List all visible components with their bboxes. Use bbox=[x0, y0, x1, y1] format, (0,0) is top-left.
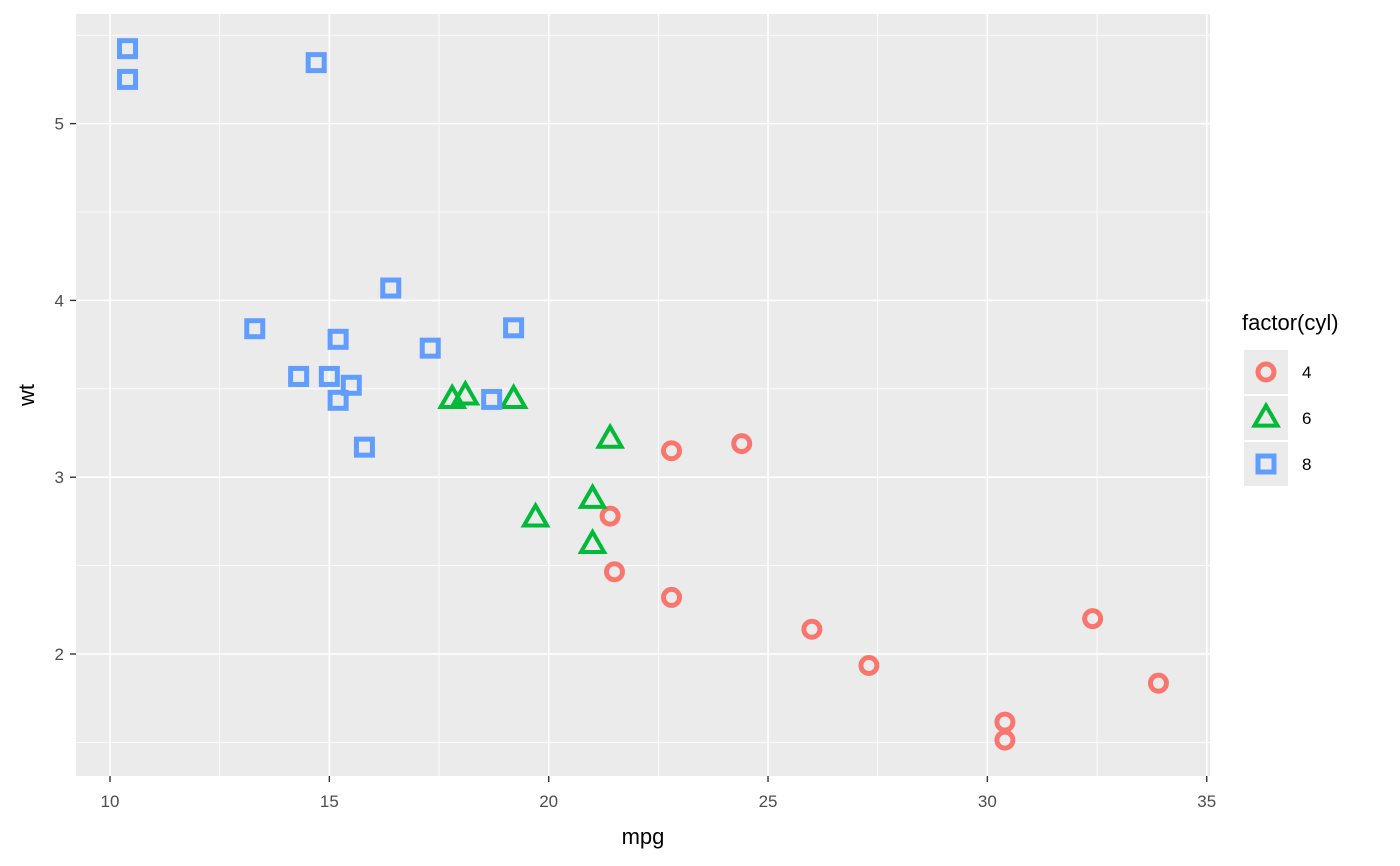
x-tick-label: 35 bbox=[1197, 792, 1216, 811]
data-point-square bbox=[340, 374, 362, 396]
x-tick-label: 20 bbox=[539, 792, 558, 811]
legend-key-triangle bbox=[1251, 401, 1281, 428]
y-tick-label: 5 bbox=[55, 115, 64, 134]
data-point-circle bbox=[599, 505, 621, 527]
data-point-square bbox=[419, 337, 441, 359]
data-point-circle bbox=[603, 561, 625, 583]
data-point-circle bbox=[801, 618, 823, 640]
legend-label: 6 bbox=[1302, 409, 1311, 428]
data-point-square bbox=[503, 317, 525, 339]
legend-key-bg bbox=[1244, 350, 1288, 394]
legend-label: 8 bbox=[1302, 455, 1311, 474]
y-tick-label: 3 bbox=[55, 468, 64, 487]
minor-gridlines bbox=[76, 14, 1210, 776]
major-gridlines bbox=[76, 14, 1210, 776]
plot-panel bbox=[76, 14, 1210, 776]
data-point-square bbox=[481, 388, 503, 410]
data-point-triangle bbox=[595, 422, 626, 449]
x-tick-label: 10 bbox=[101, 792, 120, 811]
legend-key-square bbox=[1255, 453, 1277, 475]
data-point-square bbox=[380, 277, 402, 299]
x-tick-label: 25 bbox=[759, 792, 778, 811]
legend-key-circle bbox=[1255, 361, 1277, 383]
data-point-circle bbox=[1147, 672, 1169, 694]
x-tick-label: 30 bbox=[978, 792, 997, 811]
legend-key-bg bbox=[1244, 442, 1288, 486]
data-point-triangle bbox=[450, 379, 481, 406]
data-point-square bbox=[288, 365, 310, 387]
data-point-circle bbox=[994, 729, 1016, 751]
series-6 bbox=[437, 379, 626, 554]
data-point-triangle bbox=[577, 482, 608, 509]
data-point-triangle bbox=[577, 527, 608, 554]
data-point-square bbox=[318, 365, 340, 387]
data-point-square bbox=[117, 68, 139, 90]
y-tick-label: 4 bbox=[55, 291, 64, 310]
legend-title: factor(cyl) bbox=[1242, 310, 1339, 335]
data-point-circle bbox=[661, 440, 683, 462]
data-point-square bbox=[327, 389, 349, 411]
data-points bbox=[117, 38, 1169, 751]
data-point-square bbox=[244, 318, 266, 340]
data-point-circle bbox=[858, 655, 880, 677]
axes: 10 15 20 25 30 35 2 3 4 5 bbox=[55, 115, 1217, 811]
data-point-circle bbox=[731, 433, 753, 455]
legend-label: 4 bbox=[1302, 363, 1311, 382]
data-point-square bbox=[117, 38, 139, 60]
data-point-triangle bbox=[520, 501, 551, 528]
data-point-circle bbox=[661, 586, 683, 608]
x-axis-title: mpg bbox=[622, 824, 665, 849]
data-point-square bbox=[353, 436, 375, 458]
y-axis-title: wt bbox=[14, 384, 39, 407]
series-4 bbox=[599, 433, 1169, 751]
data-point-square bbox=[305, 52, 327, 74]
data-point-circle bbox=[1082, 608, 1104, 630]
x-tick-label: 15 bbox=[320, 792, 339, 811]
legend: factor(cyl) 4 6 8 bbox=[1242, 310, 1339, 486]
data-point-triangle bbox=[498, 383, 529, 410]
data-point-triangle bbox=[437, 383, 468, 410]
y-tick-label: 2 bbox=[55, 645, 64, 664]
series-8 bbox=[117, 38, 525, 458]
data-point-square bbox=[327, 328, 349, 350]
